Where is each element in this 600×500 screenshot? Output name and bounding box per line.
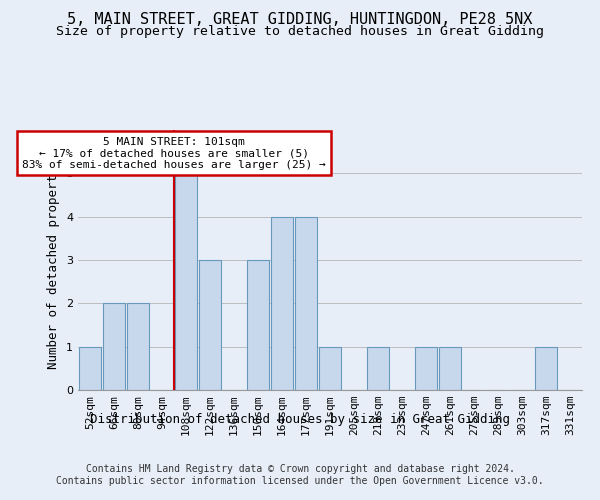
Text: Distribution of detached houses by size in Great Gidding: Distribution of detached houses by size … — [90, 412, 510, 426]
Bar — [103, 304, 125, 390]
Text: Size of property relative to detached houses in Great Gidding: Size of property relative to detached ho… — [56, 25, 544, 38]
Bar — [271, 216, 293, 390]
Bar — [535, 346, 557, 390]
Bar — [295, 216, 317, 390]
Bar — [439, 346, 461, 390]
Bar — [175, 174, 197, 390]
Text: Contains public sector information licensed under the Open Government Licence v3: Contains public sector information licen… — [56, 476, 544, 486]
Bar — [247, 260, 269, 390]
Y-axis label: Number of detached properties: Number of detached properties — [47, 151, 61, 369]
Bar — [367, 346, 389, 390]
Text: 5 MAIN STREET: 101sqm
← 17% of detached houses are smaller (5)
83% of semi-detac: 5 MAIN STREET: 101sqm ← 17% of detached … — [22, 136, 326, 170]
Bar — [127, 304, 149, 390]
Bar — [415, 346, 437, 390]
Text: 5, MAIN STREET, GREAT GIDDING, HUNTINGDON, PE28 5NX: 5, MAIN STREET, GREAT GIDDING, HUNTINGDO… — [67, 12, 533, 28]
Bar — [319, 346, 341, 390]
Bar — [199, 260, 221, 390]
Text: Contains HM Land Registry data © Crown copyright and database right 2024.: Contains HM Land Registry data © Crown c… — [86, 464, 514, 474]
Bar — [79, 346, 101, 390]
